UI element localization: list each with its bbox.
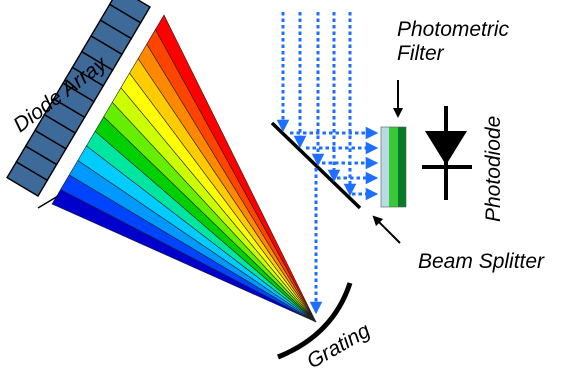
diode-array-tick bbox=[37, 195, 59, 209]
spectrum-band bbox=[155, 14, 317, 323]
light-paths bbox=[276, 12, 379, 315]
diode-array bbox=[6, 0, 151, 197]
grating-label: Grating bbox=[303, 319, 374, 374]
photometric-filter bbox=[380, 126, 407, 208]
beam-splitter-pointer-arrow bbox=[372, 215, 401, 244]
grating-mirror bbox=[277, 282, 353, 360]
photometric-label: Photometric bbox=[397, 18, 510, 41]
photodiode-symbol bbox=[422, 106, 472, 200]
diode-cell bbox=[108, 0, 151, 24]
photodiode-label: Photodiode bbox=[482, 116, 505, 222]
filter-label: Filter bbox=[397, 42, 445, 65]
beam-splitter-label: Beam Splitter bbox=[418, 250, 545, 273]
dispersed-spectrum-fan bbox=[51, 14, 317, 323]
